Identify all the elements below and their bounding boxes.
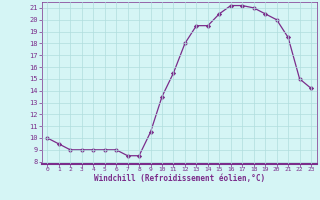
X-axis label: Windchill (Refroidissement éolien,°C): Windchill (Refroidissement éolien,°C) bbox=[94, 174, 265, 183]
